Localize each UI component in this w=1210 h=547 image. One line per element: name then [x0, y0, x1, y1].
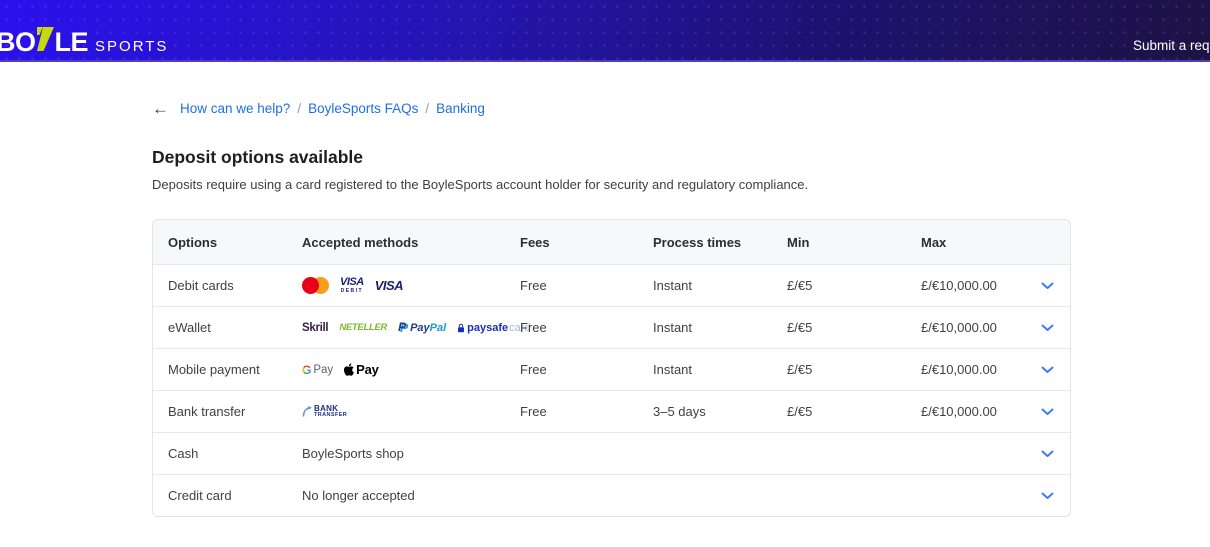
column-header-fees: Fees: [520, 234, 550, 250]
methods-text: No longer accepted: [302, 488, 415, 503]
process-time-value: Instant: [653, 278, 693, 293]
table-row-credit-card[interactable]: Credit card No longer accepted: [153, 474, 1070, 516]
mastercard-icon: [302, 277, 329, 294]
option-label: Cash: [168, 446, 199, 461]
page-title: Deposit options available: [152, 147, 364, 167]
chevron-down-icon[interactable]: [1041, 450, 1054, 458]
column-header-process-times: Process times: [653, 234, 742, 250]
table-header-row: Options Accepted methods Fees Process ti…: [153, 220, 1070, 264]
column-header-max: Max: [921, 234, 947, 250]
apple-pay-icon: Pay: [344, 362, 379, 377]
chevron-down-icon[interactable]: [1041, 492, 1054, 500]
option-label: Credit card: [168, 488, 232, 503]
min-value: £/€5: [787, 278, 813, 293]
logo-text-sports: SPORTS: [95, 38, 169, 55]
max-value: £/€10,000.00: [921, 320, 997, 335]
chevron-down-icon[interactable]: [1041, 282, 1054, 290]
breadcrumb-link-faqs[interactable]: BoyleSports FAQs: [308, 101, 419, 116]
column-header-options: Options: [168, 234, 218, 250]
apple-logo-icon: [344, 363, 355, 376]
column-header-accepted-methods: Accepted methods: [302, 234, 419, 250]
process-time-value: Instant: [653, 320, 693, 335]
min-value: £/€5: [787, 320, 813, 335]
fees-value: Free: [520, 278, 547, 293]
bank-transfer-icon: BANK TRANSFER: [302, 404, 347, 419]
boylesports-logo[interactable]: BO LE SPORTS: [0, 27, 168, 56]
fees-value: Free: [520, 362, 547, 377]
process-time-value: 3–5 days: [653, 404, 706, 419]
process-time-value: Instant: [653, 362, 693, 377]
paysafecard-icon: paysafe card: [457, 322, 531, 334]
top-navbar: BO LE SPORTS Submit a request: [0, 0, 1210, 62]
skrill-icon: Skrill: [302, 321, 329, 334]
option-label: Mobile payment: [168, 362, 260, 377]
page-description: Deposits require using a card registered…: [152, 177, 809, 192]
visa-debit-icon: VISA DEBIT: [340, 276, 364, 294]
methods-text: BoyleSports shop: [302, 446, 404, 461]
fees-value: Free: [520, 404, 547, 419]
table-row-debit-cards[interactable]: Debit cards VISA DEBIT VISA Free Instant…: [153, 264, 1070, 306]
logo-text-le: LE: [54, 27, 89, 57]
chevron-down-icon[interactable]: [1041, 324, 1054, 332]
option-label: eWallet: [168, 320, 211, 335]
max-value: £/€10,000.00: [921, 404, 997, 419]
google-pay-icon: G Pay: [302, 362, 334, 377]
back-arrow-icon[interactable]: ←: [152, 99, 169, 118]
table-row-bank-transfer[interactable]: Bank transfer BANK TRANSFER Free 3–5 day…: [153, 390, 1070, 432]
table-row-cash[interactable]: Cash BoyleSports shop: [153, 432, 1070, 474]
min-value: £/€5: [787, 362, 813, 377]
option-label: Bank transfer: [168, 404, 246, 419]
chevron-down-icon[interactable]: [1041, 366, 1054, 374]
max-value: £/€10,000.00: [921, 278, 997, 293]
breadcrumb: ← How can we help? / BoyleSports FAQs / …: [152, 100, 1071, 117]
table-row-mobile-payment[interactable]: Mobile payment G Pay Pay Free Instant £/…: [153, 348, 1070, 390]
breadcrumb-separator: /: [425, 101, 430, 116]
submit-request-link[interactable]: Submit a request: [1133, 38, 1210, 53]
neteller-icon: NETELLER: [339, 322, 388, 333]
breadcrumb-link-banking[interactable]: Banking: [436, 101, 485, 116]
main-content: ← How can we help? / BoyleSports FAQs / …: [152, 100, 1071, 517]
breadcrumb-separator: /: [297, 101, 302, 116]
breadcrumb-link-how-can-we-help[interactable]: How can we help?: [180, 101, 291, 116]
option-label: Debit cards: [168, 278, 234, 293]
logo-bolt-y-icon: [36, 27, 54, 51]
max-value: £/€10,000.00: [921, 362, 997, 377]
column-header-min: Min: [787, 234, 810, 250]
chevron-down-icon[interactable]: [1041, 408, 1054, 416]
deposit-options-table: Options Accepted methods Fees Process ti…: [152, 219, 1071, 517]
logo-text-bo: BO: [0, 27, 36, 57]
visa-icon: VISA: [374, 278, 404, 293]
fees-value: Free: [520, 320, 547, 335]
min-value: £/€5: [787, 404, 813, 419]
